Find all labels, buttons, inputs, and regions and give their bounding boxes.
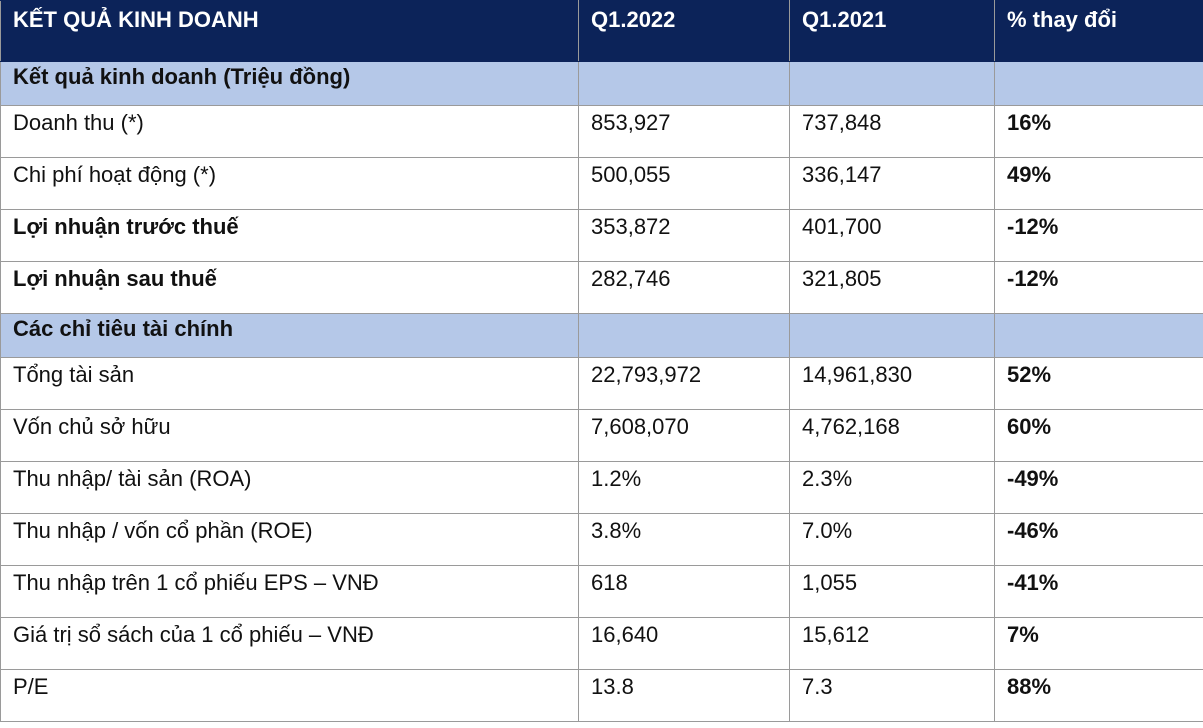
- value-q2021: 321,805: [789, 261, 995, 314]
- row-label: P/E: [0, 669, 579, 722]
- row-label: Lợi nhuận trước thuế: [0, 209, 579, 262]
- value-q2021: 2.3%: [789, 461, 995, 514]
- value-q2022: 500,055: [578, 157, 790, 210]
- row-label: Giá trị sổ sách của 1 cổ phiếu – VNĐ: [0, 617, 579, 670]
- table-row: Giá trị sổ sách của 1 cổ phiếu – VNĐ 16,…: [0, 617, 1203, 670]
- table-row: Chi phí hoạt động (*) 500,055 336,147 49…: [0, 157, 1203, 210]
- value-q2021: 737,848: [789, 105, 995, 158]
- value-q2021: 15,612: [789, 617, 995, 670]
- section-title: Kết quả kinh doanh (Triệu đồng): [0, 61, 579, 106]
- row-label: Tổng tài sản: [0, 357, 579, 410]
- table-row: Vốn chủ sở hữu 7,608,070 4,762,168 60%: [0, 409, 1203, 462]
- value-change: 16%: [994, 105, 1203, 158]
- value-q2021: 1,055: [789, 565, 995, 618]
- value-q2021: 7.3: [789, 669, 995, 722]
- value-change: 49%: [994, 157, 1203, 210]
- table-row: Thu nhập/ tài sản (ROA) 1.2% 2.3% -49%: [0, 461, 1203, 514]
- value-q2022: 618: [578, 565, 790, 618]
- value-q2021: 336,147: [789, 157, 995, 210]
- value-change: -46%: [994, 513, 1203, 566]
- value-q2021: 401,700: [789, 209, 995, 262]
- value-q2021: 14,961,830: [789, 357, 995, 410]
- value-q2022: 13.8: [578, 669, 790, 722]
- row-label: Lợi nhuận sau thuế: [0, 261, 579, 314]
- value-change: -41%: [994, 565, 1203, 618]
- value-q2022: 7,608,070: [578, 409, 790, 462]
- value-q2022: 22,793,972: [578, 357, 790, 410]
- value-q2021: 7.0%: [789, 513, 995, 566]
- table-row: Thu nhập trên 1 cổ phiếu EPS – VNĐ 618 1…: [0, 565, 1203, 618]
- value-q2022: 16,640: [578, 617, 790, 670]
- section-title: Các chỉ tiêu tài chính: [0, 313, 579, 358]
- value-q2022: 353,872: [578, 209, 790, 262]
- value-q2022: 1.2%: [578, 461, 790, 514]
- value-change: -12%: [994, 261, 1203, 314]
- value-q2022: 3.8%: [578, 513, 790, 566]
- value-change: 7%: [994, 617, 1203, 670]
- value-change: 60%: [994, 409, 1203, 462]
- value-change: 52%: [994, 357, 1203, 410]
- header-change: % thay đổi: [994, 0, 1203, 62]
- row-label: Thu nhập/ tài sản (ROA): [0, 461, 579, 514]
- row-label: Thu nhập trên 1 cổ phiếu EPS – VNĐ: [0, 565, 579, 618]
- value-q2022: 853,927: [578, 105, 790, 158]
- value-change: -12%: [994, 209, 1203, 262]
- table-row: P/E 13.8 7.3 88%: [0, 669, 1203, 722]
- value-change: -49%: [994, 461, 1203, 514]
- section-header-business-results: Kết quả kinh doanh (Triệu đồng): [0, 61, 1203, 106]
- row-label: Thu nhập / vốn cổ phần (ROE): [0, 513, 579, 566]
- value-q2022: 282,746: [578, 261, 790, 314]
- header-metric: KẾT QUẢ KINH DOANH: [0, 0, 579, 62]
- table-row: Tổng tài sản 22,793,972 14,961,830 52%: [0, 357, 1203, 410]
- header-q2021: Q1.2021: [789, 0, 995, 62]
- section-header-financial-indicators: Các chỉ tiêu tài chính: [0, 313, 1203, 358]
- row-label: Doanh thu (*): [0, 105, 579, 158]
- row-label: Chi phí hoạt động (*): [0, 157, 579, 210]
- table-row: Lợi nhuận trước thuế 353,872 401,700 -12…: [0, 209, 1203, 262]
- header-q2022: Q1.2022: [578, 0, 790, 62]
- table-row: Lợi nhuận sau thuế 282,746 321,805 -12%: [0, 261, 1203, 314]
- header-row: KẾT QUẢ KINH DOANH Q1.2022 Q1.2021 % tha…: [0, 0, 1203, 62]
- row-label: Vốn chủ sở hữu: [0, 409, 579, 462]
- value-change: 88%: [994, 669, 1203, 722]
- table-row: Thu nhập / vốn cổ phần (ROE) 3.8% 7.0% -…: [0, 513, 1203, 566]
- value-q2021: 4,762,168: [789, 409, 995, 462]
- table-row: Doanh thu (*) 853,927 737,848 16%: [0, 105, 1203, 158]
